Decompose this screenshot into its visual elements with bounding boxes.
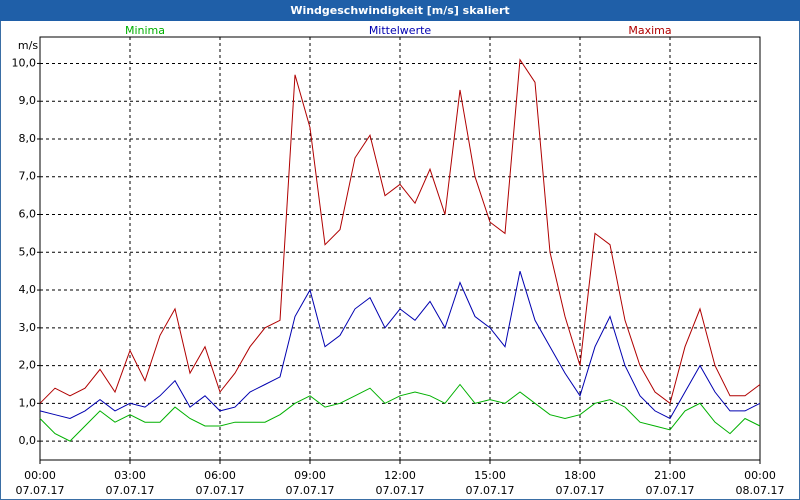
chart-title: Windgeschwindigkeit [m/s] skaliert	[290, 4, 509, 17]
y-tick-label: 1,0	[19, 396, 37, 409]
series-line	[39, 271, 761, 420]
y-tick-label: 8,0	[19, 132, 37, 145]
x-tick-label: 03:00	[114, 469, 146, 482]
x-tick-date: 08.07.17	[736, 484, 785, 497]
y-tick-label: 3,0	[19, 321, 37, 334]
x-tick-date: 07.07.17	[376, 484, 425, 497]
legend-entry: Maxima	[628, 24, 671, 37]
y-tick-label: 0,0	[19, 434, 37, 447]
title-bar	[0, 0, 800, 21]
legend-entry: Minima	[125, 24, 165, 37]
x-tick-label: 21:00	[654, 469, 686, 482]
y-tick-label: 4,0	[19, 283, 37, 296]
y-tick-label: 7,0	[19, 170, 37, 183]
x-tick-date: 07.07.17	[286, 484, 335, 497]
series-line	[39, 58, 761, 405]
x-tick-date: 07.07.17	[16, 484, 65, 497]
x-tick-label: 12:00	[384, 469, 416, 482]
legend-entry: Mittelwerte	[369, 24, 432, 37]
y-tick-label: 5,0	[19, 245, 37, 258]
y-tick-label: 10,0	[12, 56, 37, 69]
x-tick-date: 07.07.17	[646, 484, 695, 497]
x-tick-date: 07.07.17	[196, 484, 245, 497]
series-line	[39, 383, 761, 442]
y-axis-label: m/s	[18, 39, 38, 52]
y-tick-label: 9,0	[19, 94, 37, 107]
x-tick-label: 18:00	[564, 469, 596, 482]
y-tick-label: 6,0	[19, 208, 37, 221]
x-tick-label: 00:00	[24, 469, 56, 482]
x-tick-label: 09:00	[294, 469, 326, 482]
x-tick-label: 15:00	[474, 469, 506, 482]
x-tick-date: 07.07.17	[466, 484, 515, 497]
x-tick-date: 07.07.17	[106, 484, 155, 497]
x-tick-label: 00:00	[744, 469, 776, 482]
x-tick-date: 07.07.17	[556, 484, 605, 497]
x-tick-label: 06:00	[204, 469, 236, 482]
y-tick-label: 2,0	[19, 359, 37, 372]
